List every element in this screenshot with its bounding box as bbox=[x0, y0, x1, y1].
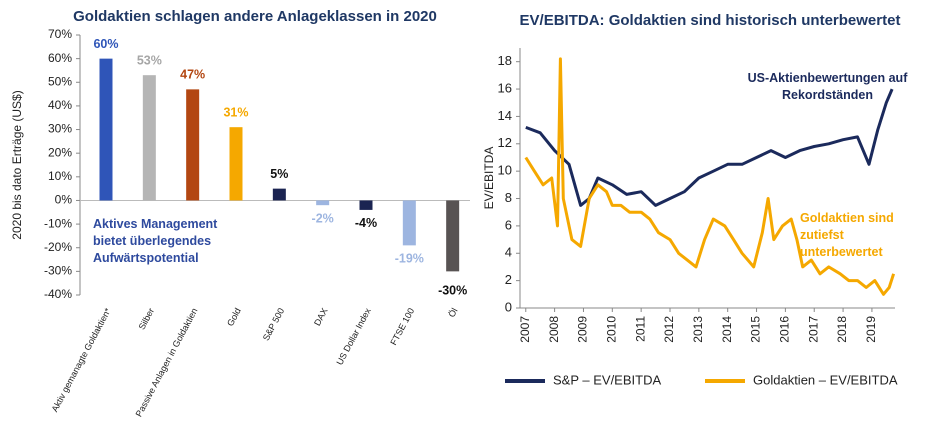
y-tick-label: 12 bbox=[498, 135, 512, 150]
x-tick-label: 2009 bbox=[576, 316, 590, 343]
value-label: 47% bbox=[180, 68, 205, 82]
x-tick-label: 2008 bbox=[547, 316, 561, 343]
x-tick-label: 2019 bbox=[864, 316, 878, 343]
bar bbox=[99, 58, 113, 201]
x-tick-label: 2016 bbox=[778, 316, 792, 343]
legend-label: Goldaktien – EV/EBITDA bbox=[753, 372, 898, 387]
y-tick-label: 0 bbox=[505, 299, 512, 314]
y-tick-label: -10% bbox=[44, 216, 72, 230]
x-tick-label: 2012 bbox=[662, 316, 676, 343]
x-tick-label: FTSE 100 bbox=[388, 306, 416, 346]
y-tick-label: 60% bbox=[48, 51, 72, 65]
y-tick-label: 20% bbox=[48, 145, 72, 159]
value-label: 5% bbox=[270, 167, 288, 181]
y-tick-label: 10% bbox=[48, 169, 72, 183]
x-tick-label: 2017 bbox=[806, 316, 820, 343]
legend-label: S&P – EV/EBITDA bbox=[553, 372, 661, 387]
y-tick-label: 14 bbox=[498, 108, 512, 123]
bar bbox=[229, 127, 243, 201]
value-label: -30% bbox=[438, 284, 467, 298]
line-series bbox=[524, 57, 896, 296]
x-tick-label: Silber bbox=[137, 306, 157, 331]
y-tick-label: 18 bbox=[498, 53, 512, 68]
chart-title: EV/EBITDA: Goldaktien sind historisch un… bbox=[519, 12, 901, 29]
y-tick-label: 4 bbox=[505, 245, 512, 260]
y-tick-label: 40% bbox=[48, 98, 72, 112]
bar bbox=[359, 200, 373, 210]
bar bbox=[186, 89, 200, 201]
bar bbox=[272, 188, 286, 201]
value-label: 60% bbox=[93, 37, 118, 51]
y-tick-label: 0% bbox=[55, 193, 73, 207]
y-axis-label: 2020 bis dato Erträge (US$) bbox=[10, 90, 24, 239]
x-tick-label: S&P 500 bbox=[261, 306, 286, 342]
x-tick-label: 2011 bbox=[633, 316, 647, 342]
bar bbox=[446, 200, 460, 272]
annotation: Aktives Management bietet überlegendes A… bbox=[93, 217, 218, 265]
value-label: -2% bbox=[312, 211, 334, 225]
x-tick-label: 2014 bbox=[720, 316, 734, 343]
x-tick-label: Öl bbox=[446, 306, 459, 319]
y-tick-label: 2 bbox=[505, 272, 512, 287]
x-tick-label: 2018 bbox=[835, 316, 849, 343]
line-series bbox=[525, 88, 894, 207]
value-label: -19% bbox=[395, 252, 424, 266]
annotation: US-Aktienbewertungen auf Rekordständen bbox=[747, 71, 908, 102]
annotation: Goldaktien sind zutiefst unterbewertet bbox=[800, 211, 894, 259]
value-label: 31% bbox=[223, 105, 248, 119]
y-tick-label: 30% bbox=[48, 122, 72, 136]
bar bbox=[142, 75, 156, 201]
value-label: -4% bbox=[355, 216, 377, 230]
y-tick-label: -20% bbox=[44, 240, 72, 254]
x-tick-label: DAX bbox=[312, 306, 330, 327]
x-tick-label: 2013 bbox=[691, 316, 705, 343]
y-tick-label: 10 bbox=[498, 163, 512, 178]
x-tick-label: Gold bbox=[225, 306, 243, 327]
y-axis-label: EV/EBITDA bbox=[482, 147, 496, 210]
y-tick-label: -30% bbox=[44, 264, 72, 278]
chart-title: Goldaktien schlagen andere Anlageklassen… bbox=[73, 8, 437, 25]
x-tick-label: 2015 bbox=[749, 316, 763, 343]
y-tick-label: 6 bbox=[505, 217, 512, 232]
y-tick-label: 16 bbox=[498, 80, 512, 95]
y-tick-label: 70% bbox=[48, 27, 72, 41]
x-tick-label: Aktiv gemanagte Goldaktien* bbox=[50, 306, 114, 414]
x-tick-label: US Dollar Index bbox=[334, 306, 373, 367]
bar bbox=[316, 200, 330, 206]
y-tick-label: -40% bbox=[44, 287, 72, 301]
x-tick-label: 2007 bbox=[518, 316, 532, 343]
bar bbox=[402, 200, 416, 246]
y-tick-label: 8 bbox=[505, 190, 512, 205]
x-tick-label: 2010 bbox=[604, 316, 618, 343]
y-tick-label: 50% bbox=[48, 74, 72, 88]
value-label: 53% bbox=[137, 53, 162, 67]
